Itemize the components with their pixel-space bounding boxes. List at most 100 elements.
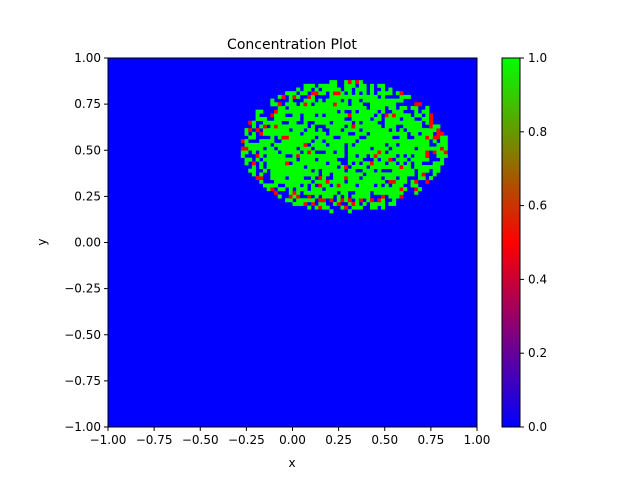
heatmap-cell — [325, 187, 330, 192]
heatmap-cell — [358, 109, 363, 114]
heatmap-cell — [381, 205, 386, 210]
heatmap-cell — [366, 98, 371, 103]
heatmap-cell — [377, 102, 382, 107]
heatmap-cell — [381, 87, 386, 92]
heatmap-cell — [440, 150, 445, 155]
heatmap-cell — [429, 131, 434, 136]
heatmap-cell — [410, 120, 415, 125]
heatmap-cell — [340, 135, 345, 140]
heatmap-cell — [384, 172, 389, 177]
y-tick-label: 0.75 — [74, 97, 101, 111]
heatmap-cell — [344, 165, 349, 169]
heatmap-cell — [377, 128, 382, 133]
heatmap-cell — [336, 117, 341, 122]
heatmap-cell — [406, 153, 411, 158]
heatmap-cell — [417, 176, 422, 181]
heatmap-cell — [277, 176, 282, 181]
heatmap-cell — [262, 117, 267, 122]
heatmap-cell — [355, 194, 360, 199]
heatmap-cell — [351, 139, 356, 144]
heatmap-cell — [388, 87, 393, 92]
heatmap-cell — [340, 109, 345, 114]
heatmap-cell — [388, 176, 393, 181]
heatmap-cell — [255, 157, 260, 162]
x-tick-label: 0.50 — [371, 433, 398, 447]
heatmap-cell — [255, 176, 260, 181]
heatmap-cell — [406, 124, 411, 129]
heatmap-cell — [310, 131, 315, 136]
heatmap-cell — [414, 120, 419, 125]
heatmap-cell — [358, 179, 363, 184]
heatmap-cell — [307, 161, 312, 166]
colorbar-tick-label: 0.6 — [528, 199, 547, 213]
heatmap-cell — [336, 150, 341, 155]
heatmap-cell — [436, 131, 441, 136]
heatmap-cell — [425, 120, 430, 125]
heatmap-cell — [417, 142, 422, 147]
heatmap-cell — [436, 153, 441, 158]
heatmap-cell — [410, 142, 415, 147]
heatmap-cell — [403, 168, 408, 173]
heatmap-cell — [262, 157, 267, 162]
heatmap-cell — [381, 128, 386, 133]
heatmap-cell — [325, 87, 330, 92]
heatmap-cell — [443, 139, 448, 144]
heatmap-cell — [310, 113, 315, 118]
heatmap-cell — [288, 139, 293, 144]
colorbar-ticks: 0.0 0.2 0.4 0.6 0.8 1.0 — [520, 51, 547, 434]
heatmap-cell — [325, 124, 330, 129]
heatmap-cell — [292, 131, 297, 136]
heatmap-cell — [344, 80, 349, 85]
heatmap-cell — [399, 105, 404, 110]
heatmap-cell — [270, 146, 275, 151]
heatmap-cell — [285, 102, 290, 107]
heatmap-cell — [314, 187, 319, 192]
heatmap-cell — [344, 205, 349, 210]
heatmap-cell — [266, 131, 271, 136]
heatmap-cell — [414, 105, 419, 110]
heatmap-cell — [325, 120, 330, 125]
heatmap-cell — [351, 135, 356, 140]
heatmap-cell — [351, 117, 356, 122]
heatmap-cell — [336, 91, 341, 96]
heatmap-cell — [292, 109, 297, 114]
heatmap-cell — [369, 105, 374, 110]
heatmap-cell — [310, 187, 315, 192]
heatmap-cell — [329, 150, 334, 155]
heatmap-cell — [436, 128, 441, 133]
heatmap-cell — [322, 109, 327, 114]
heatmap-cell — [417, 157, 422, 162]
heatmap-cell — [299, 157, 304, 162]
heatmap-cell — [347, 124, 352, 129]
heatmap-cell — [270, 131, 275, 136]
heatmap-cell — [406, 94, 411, 99]
heatmap-cell — [358, 150, 363, 155]
heatmap-cell — [322, 131, 327, 136]
heatmap-cell — [429, 120, 434, 125]
heatmap-cell — [329, 153, 334, 158]
heatmap-cell — [340, 183, 345, 188]
heatmap-cell — [392, 179, 397, 184]
heatmap-cell — [347, 183, 352, 188]
heatmap-cell — [373, 102, 378, 107]
heatmap-cell — [303, 153, 308, 158]
heatmap-cell — [369, 198, 374, 203]
heatmap-cell — [351, 157, 356, 162]
heatmap-cell — [285, 146, 290, 151]
heatmap-cell — [351, 205, 356, 210]
heatmap-cell — [344, 128, 349, 133]
heatmap-cell — [303, 91, 308, 96]
heatmap-cell — [336, 131, 341, 136]
heatmap-cell — [369, 94, 374, 99]
heatmap-cell — [355, 201, 360, 206]
heatmap-cell — [366, 117, 371, 122]
heatmap-cell — [377, 176, 382, 181]
heatmap-cell — [366, 198, 371, 203]
heatmap-cell — [425, 117, 430, 122]
heatmap-cell — [362, 139, 367, 144]
heatmap-cell — [329, 157, 334, 162]
heatmap-cell — [344, 102, 349, 107]
heatmap-cell — [436, 165, 441, 169]
heatmap-cell — [362, 117, 367, 122]
heatmap-cell — [366, 128, 371, 133]
